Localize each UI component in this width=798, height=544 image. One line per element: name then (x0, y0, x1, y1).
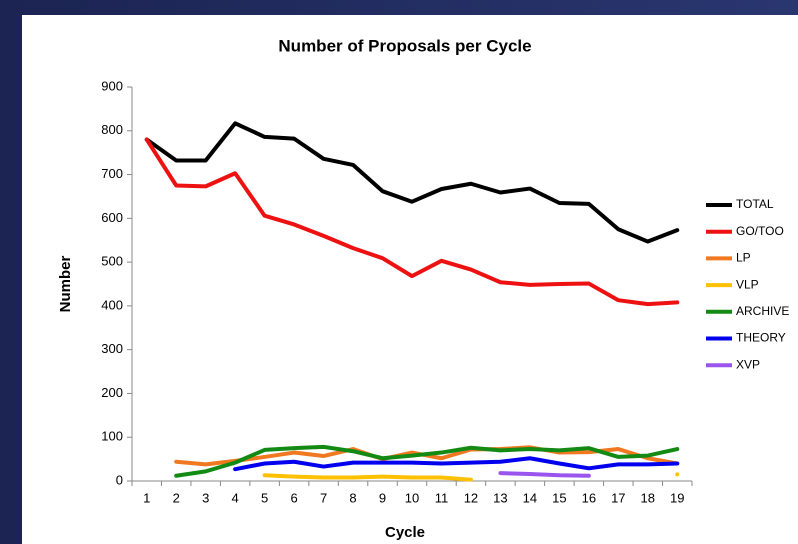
legend-label: XVP (736, 357, 760, 371)
x-tick-label: 2 (173, 490, 180, 505)
x-tick-label: 5 (261, 490, 268, 505)
x-axis-title: Cycle (385, 524, 425, 541)
series-line (174, 444, 680, 478)
series-line (144, 137, 680, 307)
x-tick-label: 6 (290, 490, 297, 505)
x-tick-label: 16 (582, 490, 596, 505)
x-tick-label: 9 (379, 490, 386, 505)
x-tick-label: 10 (405, 490, 419, 505)
legend-label: VLP (736, 277, 759, 291)
x-tick-label: 17 (611, 490, 625, 505)
y-tick-label: 400 (101, 297, 123, 312)
x-tick-label: 11 (435, 490, 449, 505)
x-tick-label: 13 (493, 490, 507, 505)
x-tick-label: 18 (641, 490, 655, 505)
series-line (498, 471, 591, 478)
y-tick-label: 500 (101, 254, 123, 269)
x-tick-label: 3 (202, 490, 209, 505)
x-tick-label: 7 (320, 490, 327, 505)
y-tick-label: 800 (101, 122, 123, 137)
y-tick-label: 600 (101, 210, 123, 225)
y-tick-label: 300 (101, 341, 123, 356)
x-tick-label: 14 (523, 490, 537, 505)
x-tick-label: 19 (670, 490, 684, 505)
legend-label: TOTAL (736, 197, 774, 211)
x-tick-label: 4 (232, 490, 239, 505)
x-tick-label: 12 (464, 490, 478, 505)
legend-label: LP (736, 251, 751, 265)
y-tick-label: 900 (101, 78, 123, 93)
x-tick-label: 1 (143, 490, 150, 505)
y-tick-label: 200 (101, 385, 123, 400)
series-line (233, 456, 680, 472)
legend-label: GO/TOO (736, 224, 784, 238)
chart-title: Number of Proposals per Cycle (278, 36, 531, 55)
series-line (144, 121, 680, 244)
legend-label: ARCHIVE (736, 304, 789, 318)
x-tick-label: 15 (552, 490, 566, 505)
y-axis-title: Number (57, 256, 74, 313)
series-line (262, 472, 680, 482)
x-tick-label: 8 (349, 490, 356, 505)
y-tick-label: 100 (101, 429, 123, 444)
y-tick-label: 700 (101, 166, 123, 181)
legend-label: THEORY (736, 331, 786, 345)
y-tick-label: 0 (116, 472, 123, 487)
